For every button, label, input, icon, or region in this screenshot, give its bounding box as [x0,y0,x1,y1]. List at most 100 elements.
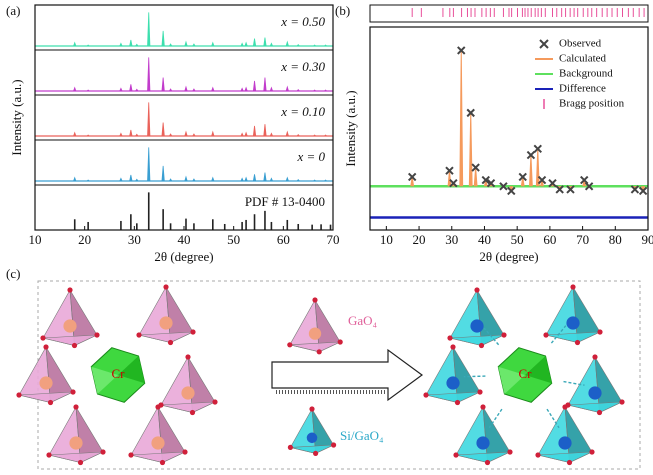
oxygen-atom [596,409,603,416]
oxygen-atom [480,404,486,410]
peak [240,132,244,137]
peak [147,57,151,92]
oxygen-atom [71,342,78,349]
atom [558,436,572,450]
oxygen-atom [507,449,513,455]
panel-label: (b) [335,3,350,18]
peak [86,134,90,137]
peak [119,87,123,92]
series-label: PDF # 13-0400 [245,194,325,209]
peak [324,89,328,92]
peak [73,41,77,47]
x-tick-label: 20 [78,232,91,247]
observed-marker [499,182,508,191]
observed-marker [526,150,536,160]
oxygen-atom [70,389,76,395]
peak [119,177,123,182]
octahedron-face [525,355,552,384]
oxygen-atom [159,459,166,466]
peak [269,177,273,182]
oxygen-atom [501,332,507,338]
polyhedron-face [449,334,505,346]
peak [192,43,196,47]
oxygen-atom [67,287,73,293]
peak [129,39,133,47]
peak [147,12,151,47]
atom [63,319,77,333]
peak [73,131,77,137]
peak [161,30,165,47]
peak [211,130,215,137]
x-tick-label: 10 [29,232,42,247]
peak [211,176,215,182]
expansion-arrow [483,327,500,346]
polyhedron-face [455,451,511,463]
x-tick-label: 50 [227,232,240,247]
peak [135,133,139,137]
peak [211,86,215,92]
peak [135,178,139,182]
peak [263,37,267,47]
peak [313,179,317,182]
atom [306,432,318,444]
peak [285,176,289,182]
atom [566,316,580,330]
peak [147,102,151,137]
octahedron-face [498,366,525,395]
observed-marker [481,175,490,185]
x-tick-label: 30 [445,232,458,247]
peak [244,86,248,92]
oxygen-atom [287,444,293,450]
oxygen-atom [453,452,459,458]
peak [269,86,273,92]
polyhedron-face [545,331,601,343]
peak [169,178,173,182]
calculated-peak [468,112,473,187]
peak [269,132,273,137]
oxygen-atom [589,449,595,455]
atom [446,376,460,390]
atom [39,376,53,390]
observed-marker [630,185,640,194]
x-tick-label: 20 [413,232,426,247]
peak [285,85,289,92]
oxygen-atom [331,442,337,448]
x-tick-label: 40 [478,232,491,247]
x-tick-label: 70 [576,232,589,247]
observed-marker [638,186,648,196]
oxygen-atom [447,335,453,341]
observed-marker [457,46,466,55]
peak [211,41,215,47]
polyhedron-face [160,401,216,413]
peak [86,44,90,47]
oxygen-atom [73,404,79,410]
oxygen-atom [190,329,196,335]
oxygen-atom [337,339,343,345]
peak [184,130,188,137]
expansion-arrow [488,408,503,429]
peak [73,86,77,92]
oxygen-atom [570,284,576,290]
oxygen-atom [313,450,319,456]
oxygen-atom [450,344,456,350]
center-label: Cr [519,366,533,381]
peak [313,89,317,92]
oxygen-atom [182,449,188,455]
oxygen-atom [155,404,161,410]
series-label: x = 0.30 [280,59,325,74]
observed-marker [486,178,496,188]
observed-marker [537,175,547,185]
peak [135,43,139,47]
observed-marker [407,172,417,182]
peak [135,88,139,92]
oxygen-atom [574,339,581,346]
oxygen-atom [47,399,54,406]
center-label: Cr [112,366,126,381]
peak [244,131,248,137]
peak [263,124,267,137]
peak [324,179,328,182]
peak [161,165,165,182]
y-axis-label: Intensity (a.u.) [343,90,358,166]
oxygen-atom [77,459,84,466]
peak [86,89,90,92]
